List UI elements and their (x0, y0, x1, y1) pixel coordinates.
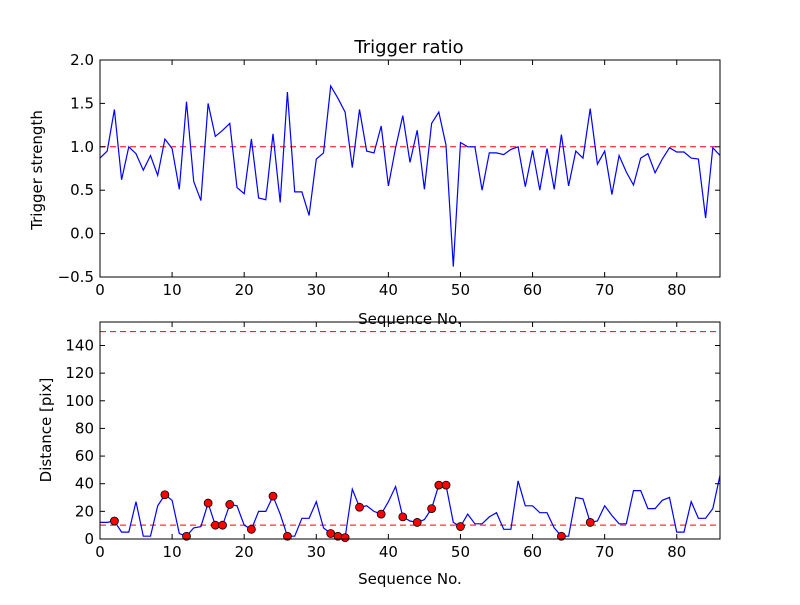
x-tick-label: 10 (163, 543, 182, 561)
data-point-marker (427, 504, 437, 513)
data-point-marker (326, 529, 336, 538)
y-tick-label: 60 (75, 447, 94, 465)
y-tick-label: 40 (75, 475, 94, 493)
x-tick-label: 40 (379, 543, 398, 561)
data-point-marker (585, 518, 595, 527)
x-tick-label: 60 (523, 543, 542, 561)
data-point-marker (110, 516, 119, 526)
data-point-marker (283, 531, 292, 541)
data-point-marker (160, 490, 170, 500)
x-tick-label: 10 (163, 281, 182, 299)
data-point-marker (246, 524, 256, 534)
data-point-marker (398, 512, 408, 522)
y-tick-label: 1.5 (70, 94, 94, 112)
x-tick-label: 70 (595, 281, 614, 299)
data-point-marker (376, 509, 386, 519)
distance-ticks: 0 10 20 30 40 50 60 70 80 0 20 40 60 80 100 120 140 (65, 322, 720, 561)
trigger-plot-area (100, 84, 720, 267)
x-tick-label: 50 (451, 281, 470, 299)
trigger-ticks: 0 10 20 30 40 50 60 70 80 −0.5 0.0 0.5 1.0 1.5 2.0 (58, 51, 720, 299)
x-tick-label: 30 (307, 281, 326, 299)
x-tick-label: 60 (523, 281, 542, 299)
series-line (100, 84, 720, 267)
y-tick-label: −0.5 (58, 268, 94, 286)
y-tick-label: 0.0 (70, 225, 94, 243)
y-tick-label: 140 (65, 336, 94, 354)
x-tick-label: 40 (379, 281, 398, 299)
data-point-marker (210, 520, 220, 530)
x-tick-label: 20 (235, 543, 254, 561)
x-tick-label: 20 (235, 281, 254, 299)
plot-frame (99, 321, 721, 540)
y-tick-label: 80 (75, 419, 94, 437)
series-line (100, 475, 720, 539)
data-point-marker (340, 533, 350, 543)
x-tick-label: 50 (451, 543, 470, 561)
y-tick-label: 100 (65, 392, 94, 410)
data-point-marker (355, 502, 364, 512)
data-point-marker (441, 480, 451, 490)
data-point-marker (225, 500, 235, 509)
y-axis-label: Trigger strength (28, 110, 46, 231)
x-axis-label: Sequence No. (358, 570, 462, 588)
x-tick-label: 80 (667, 543, 686, 561)
distance-plot-area (100, 331, 720, 543)
plot-frame (99, 59, 721, 278)
distance-chart: 0 10 20 30 40 50 60 70 80 0 20 40 60 80 100 120 140 Sequ… (37, 321, 721, 588)
data-point-marker (556, 531, 566, 541)
y-tick-label: 20 (75, 502, 94, 520)
data-point-marker (434, 480, 444, 490)
data-point-marker (456, 522, 465, 531)
chart-title: Trigger ratio (353, 37, 463, 58)
x-tick-label: 0 (95, 281, 105, 299)
trigger-ratio-chart: Trigger ratio 0 10 20 30 40 50 60 70 80 −0.5 0.0 0.… (28, 37, 721, 328)
x-tick-label: 0 (95, 543, 105, 561)
data-point-marker (182, 531, 191, 541)
data-point-marker (203, 498, 213, 508)
x-tick-label: 80 (667, 281, 686, 299)
x-axis-label: Sequence No. (358, 310, 462, 328)
y-tick-label: 0.5 (70, 181, 94, 199)
y-tick-label: 120 (65, 364, 94, 382)
x-tick-label: 70 (595, 543, 614, 561)
data-point-marker (412, 518, 422, 527)
data-point-marker (218, 520, 227, 530)
y-tick-label: 2.0 (70, 51, 94, 69)
y-tick-label: 1.0 (70, 138, 94, 156)
y-axis-label: Distance [pix] (37, 378, 55, 483)
x-tick-label: 30 (307, 543, 326, 561)
y-tick-label: 0 (84, 530, 94, 548)
data-point-marker (268, 491, 278, 501)
